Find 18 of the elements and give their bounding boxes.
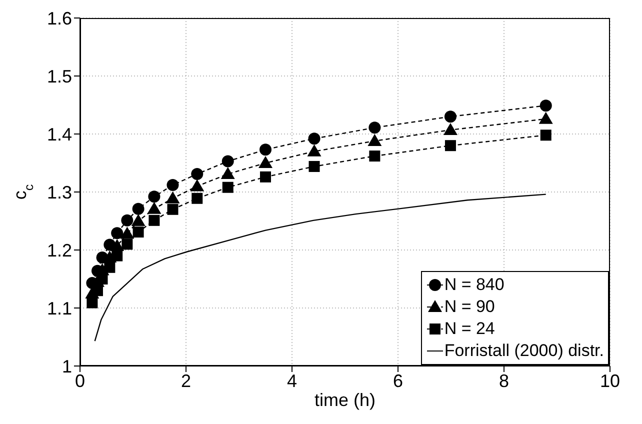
x-tick-label: 10 <box>600 370 620 391</box>
legend-label: Forristall (2000) distr. <box>444 340 604 362</box>
y-tick-label: 1 <box>62 356 72 376</box>
x-axis-title: time (h) <box>314 390 376 410</box>
y-tick-label: 1.1 <box>46 298 72 318</box>
y-tick-label: 1.4 <box>46 124 72 144</box>
y-tick-label: 1.5 <box>46 66 72 86</box>
legend-label: N = 840 <box>444 274 504 296</box>
x-tick-label: 8 <box>498 370 510 391</box>
legend-label: N = 24 <box>444 318 495 340</box>
y-tick-label: 1.2 <box>46 240 72 260</box>
x-tick-label: 0 <box>74 370 86 391</box>
x-tick-label: 6 <box>392 370 404 391</box>
x-tick-label: 2 <box>180 370 192 391</box>
y-tick-label: 1.3 <box>46 182 72 202</box>
y-tick-label: 1.6 <box>46 8 72 28</box>
legend-label: N = 90 <box>444 296 495 318</box>
x-tick-label: 4 <box>286 370 298 391</box>
